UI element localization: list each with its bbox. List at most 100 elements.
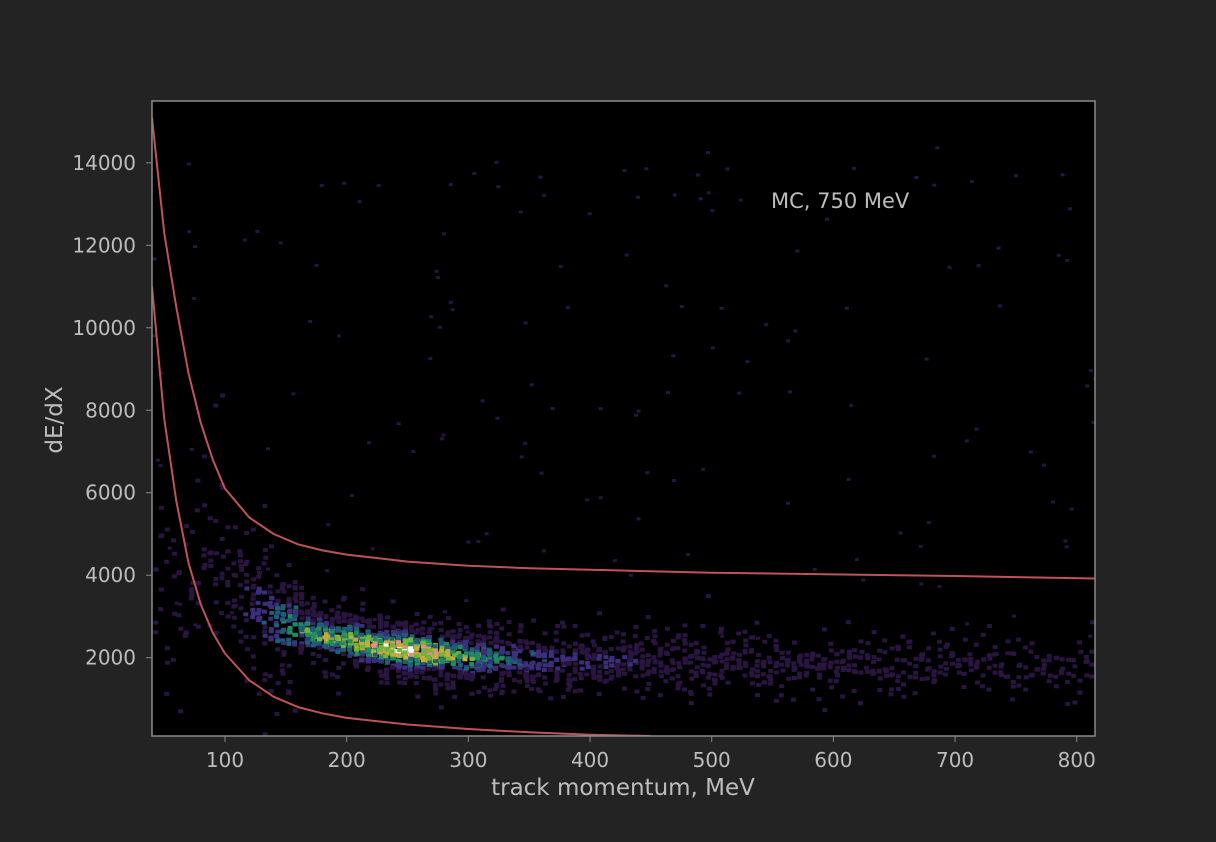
density-bin	[314, 263, 319, 267]
density-bin	[1023, 665, 1029, 670]
density-bin	[189, 587, 195, 592]
density-bin	[548, 668, 554, 673]
density-bin	[590, 667, 596, 672]
density-bin	[494, 682, 500, 687]
density-bin	[499, 671, 505, 676]
density-bin	[262, 601, 268, 606]
density-bin	[187, 230, 192, 234]
density-bin	[189, 590, 195, 595]
density-bin	[542, 647, 548, 652]
density-bin	[378, 655, 384, 660]
density-bin	[640, 695, 646, 700]
density-bin	[475, 659, 481, 664]
density-bin	[293, 599, 299, 604]
density-bin	[342, 626, 348, 631]
density-bin	[324, 569, 329, 573]
density-bin	[974, 659, 980, 664]
density-bin	[742, 661, 748, 666]
density-bin	[298, 650, 304, 655]
density-bin	[354, 651, 360, 656]
density-bin	[584, 660, 590, 665]
density-bin	[565, 656, 571, 661]
density-bin	[536, 645, 542, 650]
density-bin	[608, 647, 614, 652]
density-bin	[499, 626, 505, 631]
density-bin	[871, 655, 877, 660]
density-bin	[390, 656, 396, 661]
density-bin	[329, 672, 335, 677]
density-bin	[1010, 697, 1016, 702]
density-bin	[432, 655, 438, 660]
density-bin	[262, 732, 268, 736]
density-bin	[407, 667, 413, 672]
density-bin	[825, 217, 830, 221]
density-bin	[464, 676, 470, 681]
density-bin	[675, 635, 681, 640]
density-bin	[238, 564, 244, 569]
density-bin	[232, 573, 238, 578]
density-bin	[274, 615, 280, 620]
density-bin	[305, 616, 311, 621]
density-bin	[639, 647, 645, 652]
x-tick-label: 200	[328, 748, 366, 772]
density-bin	[1056, 253, 1061, 257]
density-bin	[707, 692, 713, 697]
density-bin	[688, 660, 694, 665]
density-bin	[353, 658, 359, 663]
density-bin	[524, 683, 530, 688]
density-bin	[220, 485, 226, 490]
density-bin	[918, 544, 923, 548]
density-bin	[523, 675, 529, 680]
density-bin	[780, 668, 786, 673]
density-bin	[810, 687, 816, 692]
density-bin	[651, 638, 657, 643]
density-bin	[676, 661, 682, 666]
density-bin	[675, 646, 681, 651]
density-bin	[492, 687, 498, 692]
density-bin	[365, 636, 371, 641]
density-bin	[433, 651, 439, 656]
density-bin	[372, 652, 378, 657]
density-bin	[688, 669, 694, 674]
density-bin	[536, 643, 542, 648]
density-bin	[889, 666, 895, 671]
density-bin	[698, 197, 703, 201]
density-bin	[383, 636, 389, 641]
density-bin	[433, 661, 439, 666]
density-bin	[724, 651, 730, 656]
density-bin	[578, 688, 584, 693]
density-bin	[186, 162, 191, 166]
density-bin	[506, 673, 512, 678]
density-bin	[736, 657, 742, 662]
density-bin	[281, 650, 287, 655]
lower-band-curve	[152, 286, 651, 736]
density-bin	[153, 747, 158, 751]
density-bin	[465, 630, 470, 634]
density-bin	[261, 609, 267, 614]
density-bin	[517, 644, 523, 649]
density-bin	[992, 663, 998, 668]
density-bin	[596, 611, 602, 616]
density-bin	[342, 181, 347, 185]
density-bin	[430, 626, 435, 630]
density-bin	[377, 638, 383, 643]
density-bin	[925, 658, 931, 663]
density-bin	[280, 611, 286, 616]
density-bin	[700, 683, 706, 688]
density-bin	[304, 627, 310, 632]
density-bin	[396, 660, 402, 665]
density-bin	[693, 670, 699, 675]
density-bin	[371, 649, 377, 654]
density-bin	[457, 672, 463, 677]
density-bin	[304, 601, 310, 606]
density-bin	[1029, 672, 1035, 677]
density-bin	[372, 641, 378, 646]
density-bin	[158, 587, 164, 592]
density-bin	[938, 664, 944, 669]
density-bin	[539, 471, 544, 475]
density-bin	[397, 648, 403, 653]
density-bin	[542, 675, 548, 680]
density-bin	[329, 608, 335, 613]
density-bin	[816, 665, 822, 670]
density-bin	[341, 634, 347, 639]
